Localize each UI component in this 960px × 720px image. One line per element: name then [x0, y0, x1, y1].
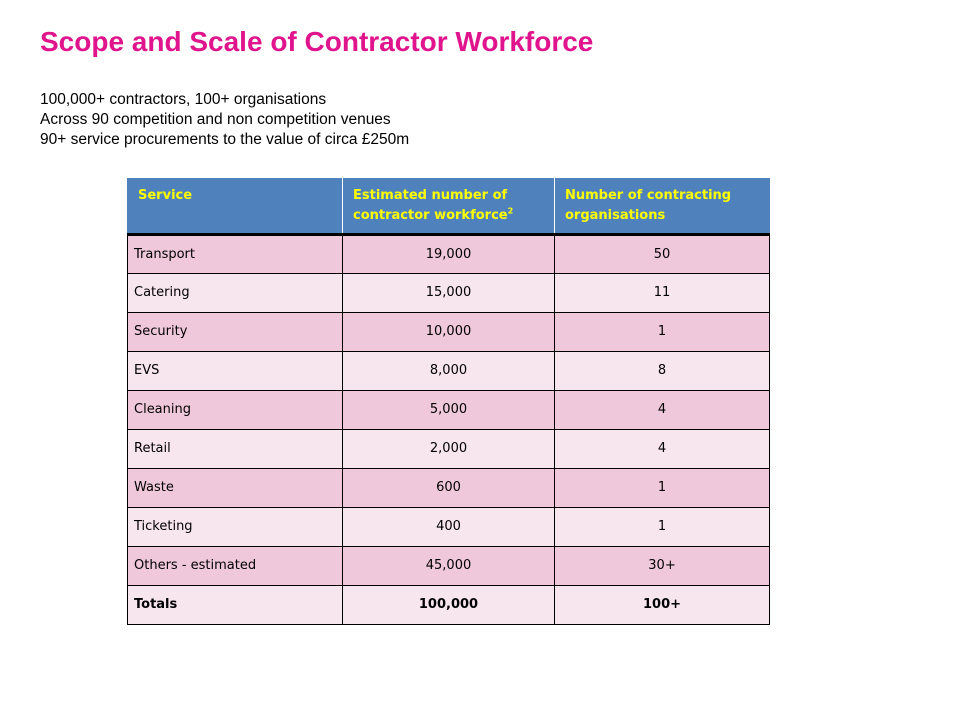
table-row: Catering 15,000 11 — [127, 272, 770, 313]
page-title: Scope and Scale of Contractor Workforce — [40, 26, 594, 57]
table-row: EVS 8,000 8 — [127, 350, 770, 391]
organisations-cell: 1 — [554, 506, 770, 547]
table-row: Retail 2,000 4 — [127, 428, 770, 469]
table-row: Waste 600 1 — [127, 467, 770, 508]
service-cell: Catering — [127, 272, 343, 313]
workforce-cell: 5,000 — [342, 389, 555, 430]
workforce-cell: 400 — [342, 506, 555, 547]
totals-label-cell: Totals — [127, 584, 343, 625]
service-cell: EVS — [127, 350, 343, 391]
summary-line-procurements: 90+ service procurements to the value of… — [40, 131, 410, 148]
workforce-cell: 8,000 — [342, 350, 555, 391]
service-cell: Cleaning — [127, 389, 343, 430]
organisations-cell: 1 — [554, 467, 770, 508]
organisations-cell: 8 — [554, 350, 770, 391]
table-row: Transport 19,000 50 — [127, 233, 770, 274]
table-header-row: Service Estimated number of contractor w… — [127, 178, 770, 236]
service-cell: Ticketing — [127, 506, 343, 547]
service-cell: Retail — [127, 428, 343, 469]
totals-row: Totals 100,000 100+ — [127, 584, 770, 625]
table-row: Cleaning 5,000 4 — [127, 389, 770, 430]
service-cell: Others - estimated — [127, 545, 343, 586]
workforce-cell: 10,000 — [342, 311, 555, 352]
table-row: Others - estimated 45,000 30+ — [127, 545, 770, 586]
organisations-cell: 11 — [554, 272, 770, 313]
header-organisations: Number of contracting organisations — [554, 178, 770, 236]
service-cell: Security — [127, 311, 343, 352]
service-cell: Transport — [127, 233, 343, 274]
workforce-cell: 600 — [342, 467, 555, 508]
workforce-cell: 15,000 — [342, 272, 555, 313]
organisations-cell: 4 — [554, 389, 770, 430]
header-service: Service — [127, 178, 343, 236]
workforce-cell: 45,000 — [342, 545, 555, 586]
table-row: Security 10,000 1 — [127, 311, 770, 352]
organisations-cell: 50 — [554, 233, 770, 274]
header-workforce: Estimated number of contractor workforce… — [342, 178, 555, 236]
summary-line-venues: Across 90 competition and non competitio… — [40, 111, 391, 128]
totals-organisations-cell: 100+ — [554, 584, 770, 625]
organisations-cell: 1 — [554, 311, 770, 352]
header-footnote-marker: 2 — [507, 206, 514, 216]
table-row: Ticketing 400 1 — [127, 506, 770, 547]
organisations-cell: 30+ — [554, 545, 770, 586]
contractor-workforce-table: Service Estimated number of contractor w… — [127, 178, 770, 625]
summary-lines: 100,000+ contractors, 100+ organisations… — [40, 90, 409, 150]
organisations-cell: 4 — [554, 428, 770, 469]
service-cell: Waste — [127, 467, 343, 508]
workforce-cell: 19,000 — [342, 233, 555, 274]
totals-workforce-cell: 100,000 — [342, 584, 555, 625]
summary-line-contractors: 100,000+ contractors, 100+ organisations — [40, 91, 327, 108]
workforce-cell: 2,000 — [342, 428, 555, 469]
